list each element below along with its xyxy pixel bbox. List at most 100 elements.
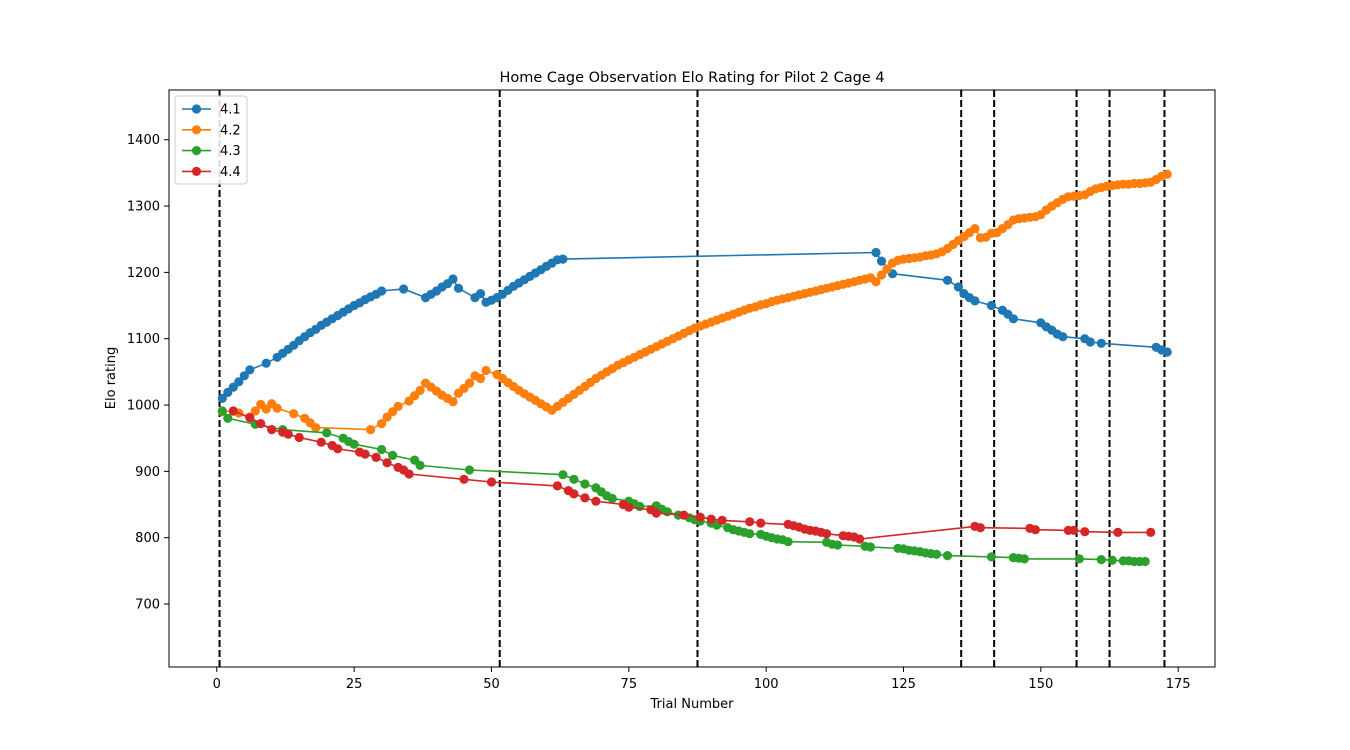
y-tick-label: 1100: [127, 332, 160, 347]
series-4-3: [217, 406, 1150, 567]
boundary-lines: [218, 90, 1166, 667]
data-point: [217, 406, 227, 416]
data-point: [283, 429, 293, 439]
series-4-2: [217, 169, 1172, 435]
data-point: [366, 425, 376, 435]
legend-label: 4.2: [220, 123, 241, 138]
x-tick-label: 100: [754, 677, 779, 692]
y-tick-label: 1400: [127, 133, 160, 148]
legend-label: 4.4: [220, 165, 241, 180]
y-tick-label: 1200: [127, 266, 160, 281]
data-point: [333, 444, 343, 454]
legend-marker: [191, 125, 202, 135]
data-point: [464, 465, 475, 475]
data-point: [1096, 555, 1106, 565]
legend-label: 4.3: [220, 144, 241, 159]
data-point: [217, 393, 227, 403]
data-point: [706, 514, 716, 524]
data-point: [580, 493, 590, 503]
data-point: [415, 385, 425, 395]
data-point: [459, 474, 469, 484]
y-tick-label: 1300: [127, 200, 160, 215]
data-point: [822, 529, 832, 539]
data-point: [234, 377, 244, 387]
data-point: [382, 458, 392, 468]
y-axis-label: Elo rating: [104, 347, 119, 409]
data-point: [942, 275, 953, 285]
data-point: [679, 510, 689, 520]
data-point: [882, 264, 892, 274]
data-point: [322, 428, 332, 438]
data-point: [316, 437, 326, 447]
data-point: [377, 286, 387, 296]
data-point: [871, 277, 881, 287]
data-point: [942, 551, 953, 561]
data-point: [1019, 554, 1029, 564]
data-point: [833, 540, 843, 550]
data-point: [1113, 527, 1123, 538]
legend-marker: [191, 104, 202, 114]
data-point: [931, 549, 942, 559]
data-point: [876, 270, 887, 280]
x-tick-label: 25: [346, 677, 363, 692]
x-tick-label: 125: [891, 677, 916, 692]
data-point: [580, 479, 590, 489]
legend: 4.1 4.2 4.3 4.4: [174, 95, 248, 185]
data-point: [1058, 332, 1068, 342]
axis-ticks: 0 25 50 75 100 125 150 175 700 800 900 1000 1100 1200…: [127, 133, 1191, 692]
data-point: [371, 452, 381, 462]
series-line: [221, 410, 1146, 563]
data-point: [404, 469, 414, 479]
data-point: [377, 419, 387, 429]
data-point: [239, 371, 249, 381]
x-tick-label: 50: [483, 677, 500, 692]
data-point: [399, 284, 409, 294]
legend-label: 4.1: [220, 103, 241, 118]
data-point: [695, 512, 705, 522]
data-point: [1096, 338, 1106, 348]
legend-marker: [191, 146, 202, 156]
data-point: [272, 403, 282, 413]
data-point: [1162, 169, 1172, 179]
plot-frame: [168, 89, 1216, 668]
data-point: [865, 542, 876, 552]
data-point: [1008, 314, 1019, 324]
y-tick-label: 900: [135, 465, 160, 480]
data-point: [717, 515, 727, 526]
data-point: [256, 419, 266, 429]
data-point: [245, 365, 255, 375]
data-point: [745, 529, 755, 539]
x-tick-label: 0: [213, 677, 221, 692]
data-point: [415, 460, 425, 470]
data-point: [1140, 556, 1150, 567]
data-point: [569, 489, 579, 499]
data-point: [569, 474, 579, 484]
data-point: [448, 274, 458, 284]
data-point: [388, 450, 398, 460]
data-point: [651, 508, 661, 518]
data-point: [1107, 555, 1117, 565]
data-point: [607, 493, 617, 504]
y-tick-label: 800: [135, 531, 160, 546]
y-tick-label: 700: [135, 597, 160, 612]
data-point: [558, 470, 568, 480]
data-point: [250, 406, 260, 416]
x-axis-label: Trial Number: [650, 697, 735, 712]
x-tick-label: 75: [621, 677, 638, 692]
data-point: [986, 552, 997, 562]
data-point: [311, 423, 321, 433]
data-point: [783, 537, 793, 547]
data-point: [486, 477, 497, 487]
data-point: [475, 289, 486, 299]
data-point: [294, 432, 304, 443]
data-point: [552, 481, 563, 491]
data-point: [448, 397, 458, 407]
data-point: [986, 300, 997, 311]
data-point: [745, 517, 755, 527]
x-tick-label: 175: [1166, 677, 1191, 692]
data-point: [245, 413, 255, 423]
series-layer: [217, 169, 1172, 567]
data-point: [970, 224, 980, 234]
data-point: [953, 282, 964, 292]
data-point: [267, 425, 277, 435]
